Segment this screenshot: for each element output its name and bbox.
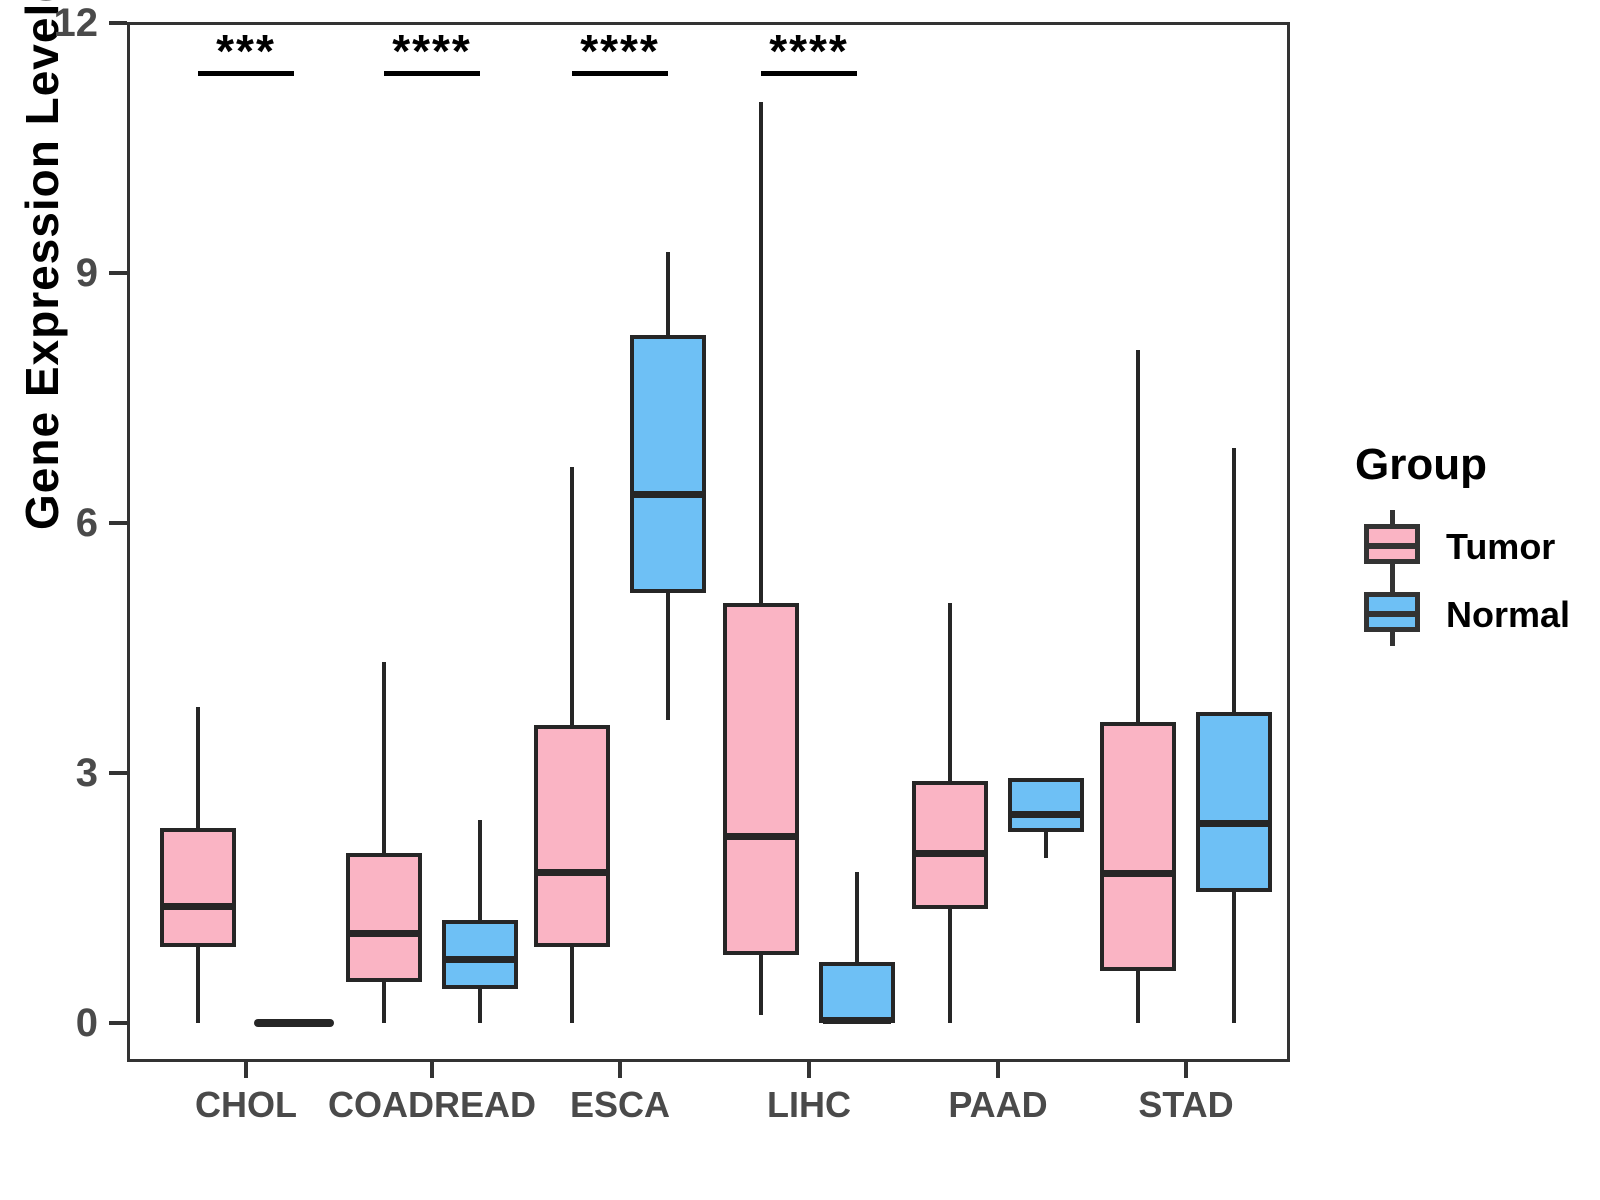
y-tick-label: 0 (75, 1001, 98, 1045)
box-rect (534, 724, 610, 948)
x-tick-mark (807, 1062, 811, 1078)
median-line (538, 868, 606, 876)
box-rect (1100, 722, 1176, 972)
legend-key-whisker-bottom (1389, 632, 1395, 646)
box-rect (912, 781, 988, 909)
upper-whisker (759, 102, 763, 603)
box-rect (1196, 712, 1272, 893)
plot-panel (127, 22, 1290, 1062)
upper-whisker (478, 819, 482, 920)
upper-whisker (196, 707, 200, 828)
significance-stars: **** (392, 25, 472, 77)
legend-key-median (1368, 543, 1416, 549)
x-tick-mark (996, 1062, 1000, 1078)
x-tick-label: CHOL (195, 1084, 297, 1125)
x-tick-mark (1184, 1062, 1188, 1078)
legend-key-whisker-top (1389, 578, 1395, 592)
lower-whisker (666, 593, 670, 720)
y-tick-label: 3 (75, 751, 98, 795)
lower-whisker (1044, 832, 1048, 858)
lower-whisker (570, 947, 574, 1023)
upper-whisker (1136, 349, 1140, 723)
lower-whisker (948, 908, 952, 1023)
x-tick-label: STAD (1138, 1084, 1234, 1125)
legend-title: Group (1355, 440, 1487, 489)
lower-whisker (1136, 971, 1140, 1023)
significance-bar (572, 71, 668, 76)
box-rect (160, 828, 236, 948)
x-tick-label: COADREAD (327, 1084, 536, 1125)
significance-stars: **** (769, 25, 849, 77)
median-line (1104, 869, 1172, 877)
upper-whisker (1232, 448, 1236, 713)
legend-item-label: Normal (1446, 594, 1571, 635)
legend-key-whisker-bottom (1389, 564, 1395, 578)
median-line (1200, 820, 1268, 828)
y-tick-mark (109, 271, 127, 275)
box-rect (442, 919, 518, 989)
significance-bar (198, 71, 294, 76)
legend-key-whisker-top (1389, 510, 1395, 524)
significance-stars: **** (580, 25, 660, 77)
box-rect (346, 853, 422, 983)
significance-stars: *** (216, 25, 276, 77)
x-tick-label: LIHC (767, 1084, 851, 1125)
lower-whisker (196, 947, 200, 1023)
upper-whisker (570, 467, 574, 725)
x-tick-label: PAAD (948, 1084, 1048, 1125)
significance-bar (761, 71, 857, 76)
y-tick-mark (109, 1021, 127, 1025)
flat-box (254, 1019, 334, 1027)
significance-bar (384, 71, 480, 76)
median-line (1012, 811, 1080, 819)
lower-whisker (478, 988, 482, 1023)
median-line (916, 849, 984, 857)
lower-whisker (1232, 892, 1236, 1023)
y-tick-label: 9 (75, 251, 98, 295)
y-tick-mark (109, 521, 127, 525)
median-line (634, 491, 702, 499)
upper-whisker (666, 252, 670, 335)
lower-whisker (382, 982, 386, 1023)
box-rect (630, 334, 706, 593)
x-tick-mark (430, 1062, 434, 1078)
box-rect (723, 603, 799, 955)
y-tick-mark (109, 771, 127, 775)
median-line (823, 1017, 891, 1024)
upper-whisker (855, 872, 859, 963)
x-tick-mark (244, 1062, 248, 1078)
median-line (446, 956, 514, 964)
median-line (164, 902, 232, 910)
legend-key-median (1368, 611, 1416, 617)
lower-whisker (759, 954, 763, 1015)
x-tick-label: ESCA (569, 1084, 671, 1125)
x-tick-mark (618, 1062, 622, 1078)
median-line (350, 929, 418, 937)
median-line (727, 832, 795, 840)
y-tick-label: 6 (75, 501, 98, 545)
y-tick-label: 12 (53, 1, 99, 45)
upper-whisker (948, 603, 952, 782)
box-rect (819, 962, 895, 1023)
box-rect (1008, 778, 1084, 833)
legend-item-label: Tumor (1446, 526, 1556, 567)
upper-whisker (382, 662, 386, 853)
y-tick-mark (109, 21, 127, 25)
